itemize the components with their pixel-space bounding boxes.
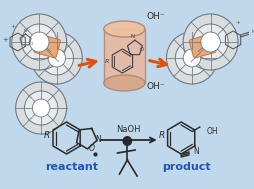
Text: product: product xyxy=(162,162,210,172)
Circle shape xyxy=(40,41,73,75)
Circle shape xyxy=(183,49,201,67)
Text: +: + xyxy=(235,20,240,25)
Text: O: O xyxy=(140,47,144,52)
Text: O: O xyxy=(88,144,94,153)
Text: OH⁻: OH⁻ xyxy=(147,12,165,21)
Circle shape xyxy=(201,32,220,52)
Text: O: O xyxy=(30,42,33,46)
FancyBboxPatch shape xyxy=(104,29,145,83)
Circle shape xyxy=(175,41,209,75)
Text: N: N xyxy=(252,30,254,34)
Text: N: N xyxy=(131,34,135,39)
Text: OH: OH xyxy=(207,127,218,136)
Circle shape xyxy=(193,24,228,60)
Text: OH⁻: OH⁻ xyxy=(147,82,165,91)
FancyBboxPatch shape xyxy=(189,34,216,58)
Text: +: + xyxy=(2,37,8,43)
Text: N: N xyxy=(95,135,101,144)
Text: R: R xyxy=(158,131,165,140)
Text: R: R xyxy=(44,131,50,140)
Circle shape xyxy=(16,82,67,134)
Circle shape xyxy=(12,14,67,70)
Text: N: N xyxy=(193,147,199,156)
Circle shape xyxy=(48,49,66,67)
Circle shape xyxy=(183,14,238,70)
Text: N: N xyxy=(24,29,27,33)
Text: +: + xyxy=(11,24,15,29)
Circle shape xyxy=(24,91,58,125)
Circle shape xyxy=(32,99,50,117)
Text: NaOH: NaOH xyxy=(116,125,140,134)
Ellipse shape xyxy=(104,75,145,91)
Circle shape xyxy=(31,32,82,84)
Circle shape xyxy=(122,136,132,146)
Text: R: R xyxy=(105,59,109,64)
Circle shape xyxy=(22,24,57,60)
Circle shape xyxy=(166,32,217,84)
Circle shape xyxy=(29,32,49,52)
Text: reactant: reactant xyxy=(45,162,98,172)
FancyBboxPatch shape xyxy=(34,34,60,58)
Ellipse shape xyxy=(104,21,145,37)
